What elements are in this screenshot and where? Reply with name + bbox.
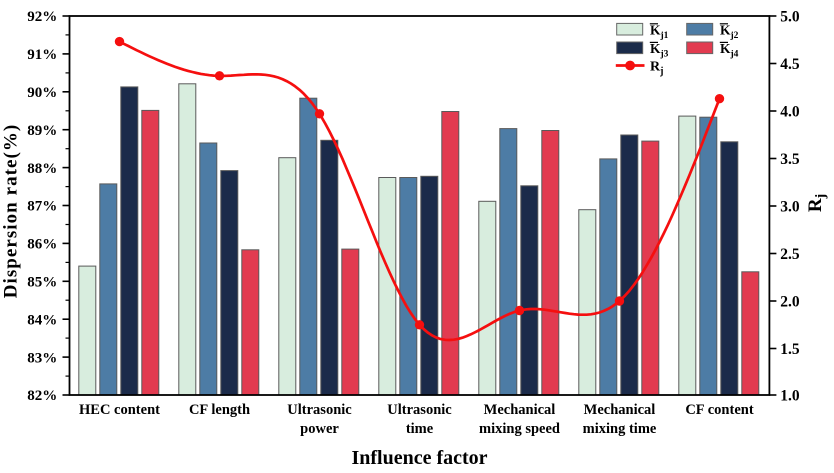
svg-text:85%: 85% bbox=[27, 275, 57, 291]
svg-text:HEC content: HEC content bbox=[79, 402, 160, 418]
svg-text:3.0: 3.0 bbox=[780, 198, 800, 215]
svg-text:mixing time: mixing time bbox=[583, 421, 657, 437]
svg-text:Rj: Rj bbox=[805, 194, 828, 212]
svg-text:Influence factor: Influence factor bbox=[351, 447, 487, 469]
svg-text:power: power bbox=[300, 421, 339, 437]
svg-text:Rj: Rj bbox=[650, 59, 663, 77]
svg-text:Ultrasonic: Ultrasonic bbox=[387, 402, 452, 418]
svg-text:time: time bbox=[406, 421, 434, 437]
svg-text:2.5: 2.5 bbox=[780, 246, 800, 263]
svg-text:Ultrasonic: Ultrasonic bbox=[287, 402, 352, 418]
svg-text:1.5: 1.5 bbox=[780, 341, 800, 358]
svg-text:88%: 88% bbox=[27, 161, 57, 177]
svg-text:CF content: CF content bbox=[685, 402, 753, 418]
svg-text:Dispersion rate(%): Dispersion rate(%) bbox=[1, 124, 22, 299]
svg-text:Mechanical: Mechanical bbox=[484, 402, 556, 418]
svg-text:84%: 84% bbox=[27, 312, 57, 328]
svg-text:89%: 89% bbox=[27, 123, 57, 139]
svg-text:87%: 87% bbox=[27, 199, 57, 215]
svg-text:2.0: 2.0 bbox=[780, 293, 800, 310]
svg-text:86%: 86% bbox=[27, 237, 57, 253]
svg-text:Mechanical: Mechanical bbox=[584, 402, 656, 418]
svg-text:90%: 90% bbox=[27, 85, 57, 101]
svg-text:4.0: 4.0 bbox=[780, 103, 800, 120]
svg-text:83%: 83% bbox=[27, 350, 57, 366]
svg-text:82%: 82% bbox=[27, 388, 57, 404]
svg-text:1.0: 1.0 bbox=[780, 387, 800, 404]
svg-text:5.0: 5.0 bbox=[780, 8, 800, 25]
svg-text:CF length: CF length bbox=[189, 402, 250, 418]
svg-text:mixing speed: mixing speed bbox=[479, 421, 560, 437]
svg-text:4.5: 4.5 bbox=[780, 56, 800, 73]
svg-text:3.5: 3.5 bbox=[780, 151, 800, 168]
svg-text:91%: 91% bbox=[27, 47, 57, 63]
svg-text:92%: 92% bbox=[27, 9, 57, 25]
